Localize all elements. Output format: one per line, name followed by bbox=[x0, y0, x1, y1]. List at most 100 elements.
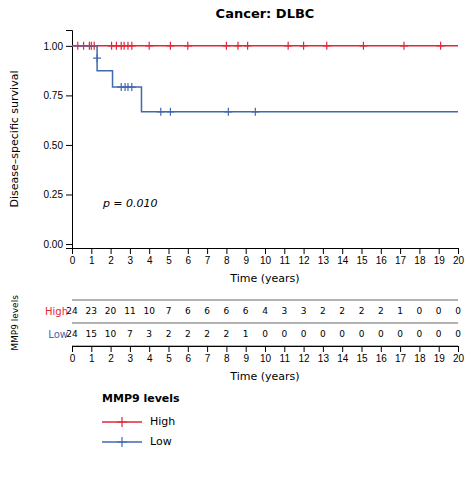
risk-x-axis-tick-mark bbox=[111, 346, 112, 352]
risk-x-axis-tick-label: 1 bbox=[89, 353, 95, 364]
risk-count: 2 bbox=[185, 329, 191, 339]
risk-x-axis-tick: 11 bbox=[280, 346, 291, 364]
censor-mark bbox=[437, 42, 445, 50]
x-axis-tick-mark bbox=[458, 248, 459, 254]
x-axis-tick: 2 bbox=[108, 248, 114, 266]
risk-count: 3 bbox=[281, 306, 287, 316]
risk-count: 1 bbox=[243, 329, 249, 339]
risk-x-axis-tick-mark bbox=[400, 346, 401, 352]
risk-x-axis-tick-mark bbox=[439, 346, 440, 352]
risk-count: 23 bbox=[86, 306, 97, 316]
risk-x-title: Time (years) bbox=[229, 370, 299, 383]
risk-count: 2 bbox=[378, 306, 384, 316]
legend-marker bbox=[117, 437, 127, 447]
x-axis-tick-mark bbox=[400, 248, 401, 254]
risk-x-axis-tick-label: 20 bbox=[453, 353, 465, 364]
censor-mark bbox=[157, 108, 165, 116]
risk-x-axis-tick: 5 bbox=[166, 346, 172, 364]
risk-x-axis-tick: 19 bbox=[434, 346, 446, 364]
legend: MMP9 levelsHighLow bbox=[102, 392, 180, 448]
y-axis-tick-mark bbox=[66, 244, 72, 245]
y-axis-title: Disease–specific survival bbox=[8, 71, 21, 208]
risk-x-axis-tick-mark bbox=[419, 346, 420, 352]
risk-x-axis-tick: 3 bbox=[128, 346, 134, 364]
risk-x-axis-tick-label: 14 bbox=[337, 353, 349, 364]
risk-x-axis-tick-mark bbox=[91, 346, 92, 352]
risk-x-axis-tick: 17 bbox=[395, 346, 407, 364]
risk-row-label: Low bbox=[48, 329, 68, 340]
x-axis-tick: 7 bbox=[205, 248, 211, 266]
risk-x-axis-tick: 0 bbox=[70, 346, 76, 364]
risk-x-axis-tick-label: 0 bbox=[70, 353, 76, 364]
risk-count: 0 bbox=[436, 329, 442, 339]
censor-mark bbox=[400, 42, 408, 50]
risk-count: 6 bbox=[185, 306, 191, 316]
x-axis-tick: 9 bbox=[243, 248, 249, 266]
risk-x-axis-tick-mark bbox=[226, 346, 227, 352]
y-axis: 0.000.250.500.751.00 bbox=[44, 31, 73, 250]
risk-x-axis-line bbox=[73, 347, 459, 353]
x-axis-tick-label: 20 bbox=[453, 255, 465, 266]
risk-x-axis-tick-label: 4 bbox=[147, 353, 153, 364]
risk-x-axis-tick-label: 17 bbox=[395, 353, 407, 364]
risk-count: 0 bbox=[436, 306, 442, 316]
chart: Cancer: DLBC0123456789101112131415161718… bbox=[0, 0, 474, 499]
risk-x-axis-tick-mark bbox=[72, 346, 73, 352]
x-axis-tick-label: 9 bbox=[243, 255, 249, 266]
row-rule bbox=[72, 300, 458, 301]
x-axis-tick-mark bbox=[439, 248, 440, 254]
censor-mark bbox=[359, 42, 367, 50]
risk-count: 15 bbox=[86, 329, 97, 339]
y-axis-tick: 0.50 bbox=[44, 140, 72, 151]
censor-mark bbox=[166, 42, 174, 50]
x-axis-tick: 12 bbox=[299, 248, 311, 266]
risk-count: 0 bbox=[455, 329, 461, 339]
x-axis-tick-mark bbox=[419, 248, 420, 254]
survival-line bbox=[72, 46, 458, 112]
plot-area bbox=[72, 42, 458, 116]
y-axis-tick-mark bbox=[66, 95, 72, 96]
y-axis-tick-label: 0.50 bbox=[44, 140, 64, 151]
risk-count: 0 bbox=[417, 306, 423, 316]
risk-x-axis-tick: 4 bbox=[147, 346, 153, 364]
x-axis-tick: 18 bbox=[414, 248, 426, 266]
censor-mark bbox=[93, 54, 101, 62]
risk-x-axis-tick-mark bbox=[458, 346, 459, 352]
legend-title: MMP9 levels bbox=[102, 392, 180, 405]
x-axis-tick-label: 13 bbox=[318, 255, 330, 266]
x-axis-tick-mark bbox=[149, 248, 150, 254]
x-axis-tick-mark bbox=[362, 248, 363, 254]
x-axis-line bbox=[73, 249, 459, 255]
risk-x-axis-tick-label: 7 bbox=[205, 353, 211, 364]
x-axis-tick: 8 bbox=[224, 248, 230, 266]
x-axis-tick: 17 bbox=[395, 248, 407, 266]
risk-x-axis-tick-mark bbox=[342, 346, 343, 352]
x-axis-tick: 10 bbox=[260, 248, 272, 266]
x-axis-tick-label: 17 bbox=[395, 255, 407, 266]
risk-x-axis-tick-label: 3 bbox=[128, 353, 134, 364]
risk-count: 20 bbox=[105, 306, 117, 316]
risk-count: 1 bbox=[397, 306, 403, 316]
x-axis-tick-label: 19 bbox=[434, 255, 446, 266]
risk-x-axis-tick-label: 9 bbox=[243, 353, 249, 364]
risk-count: 2 bbox=[320, 306, 326, 316]
y-axis-tick: 0.75 bbox=[44, 90, 72, 101]
x-axis-tick: 3 bbox=[128, 248, 134, 266]
risk-count: 0 bbox=[339, 329, 345, 339]
x-axis-tick: 4 bbox=[147, 248, 153, 266]
x-axis-tick: 6 bbox=[186, 248, 192, 266]
risk-count: 7 bbox=[127, 329, 133, 339]
risk-x-axis-tick-mark bbox=[169, 346, 170, 352]
x-axis-tick-label: 4 bbox=[147, 255, 153, 266]
risk-x-axis-tick-mark bbox=[362, 346, 363, 352]
x-axis-tick-label: 12 bbox=[299, 255, 311, 266]
risk-count: 0 bbox=[455, 306, 461, 316]
x-axis-tick-label: 16 bbox=[376, 255, 388, 266]
x-axis-tick: 1 bbox=[89, 248, 95, 266]
risk-x-axis-tick-mark bbox=[284, 346, 285, 352]
risk-count: 0 bbox=[417, 329, 423, 339]
x-axis-tick-mark bbox=[284, 248, 285, 254]
risk-x-axis-tick: 6 bbox=[186, 346, 192, 364]
x-axis-tick: 5 bbox=[166, 248, 172, 266]
x-axis-tick-mark bbox=[381, 248, 382, 254]
